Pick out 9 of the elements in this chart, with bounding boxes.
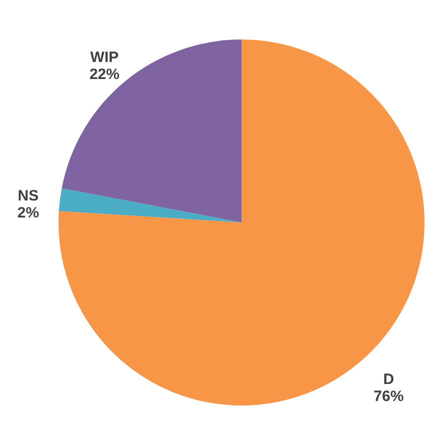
pie-slice [58, 40, 424, 406]
data-label: 2% [17, 204, 40, 222]
data-label: 76% [374, 388, 404, 406]
pie-slice [58, 188, 242, 222]
slice-label: WIP [90, 48, 119, 66]
slice-label: NS [18, 188, 39, 205]
pie-slice [62, 40, 242, 222]
slice-label: D [383, 371, 394, 388]
data-label: 22% [89, 66, 120, 83]
